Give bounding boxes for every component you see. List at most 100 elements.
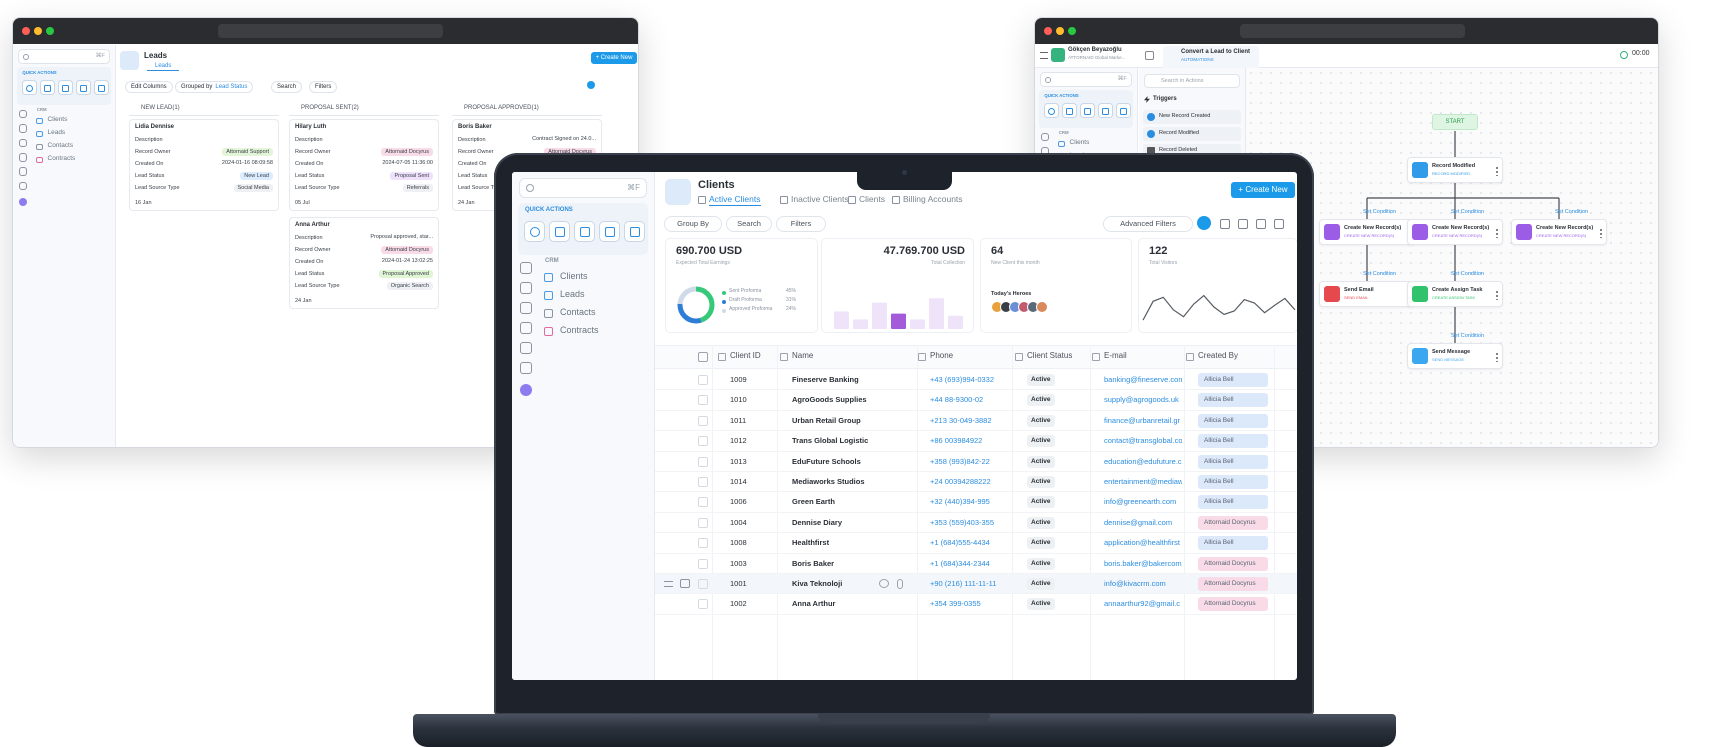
flow-node[interactable]: Create New Record(s) CREATE NEW RECORD(S) xyxy=(1511,219,1607,245)
nav-icon[interactable] xyxy=(520,322,532,334)
table-row[interactable] xyxy=(655,370,1297,391)
nav-icon[interactable] xyxy=(520,282,532,294)
node-menu[interactable] xyxy=(1496,290,1498,300)
home-icon[interactable] xyxy=(1145,51,1154,60)
toolbar-button[interactable]: Filters xyxy=(309,81,338,93)
row-checkbox[interactable] xyxy=(698,599,708,610)
quick-action-button[interactable] xyxy=(57,80,73,96)
row-checkbox[interactable] xyxy=(698,415,708,426)
quick-action-button[interactable] xyxy=(624,221,645,242)
node-menu[interactable] xyxy=(1496,352,1498,362)
nav-item[interactable]: Contracts xyxy=(560,325,599,335)
lead-card[interactable]: Lidia Dennise Description Record Owner Atto… xyxy=(129,119,279,211)
table-row[interactable] xyxy=(655,452,1297,472)
view-tab[interactable]: Billing Accounts xyxy=(903,194,963,204)
quick-action-button[interactable] xyxy=(1079,103,1095,119)
nav-item[interactable]: Clients xyxy=(47,116,68,124)
row-checkbox[interactable] xyxy=(698,456,708,467)
row-checkbox[interactable] xyxy=(698,436,708,447)
quick-action-button[interactable] xyxy=(524,221,545,242)
zoom-button[interactable] xyxy=(1068,27,1076,35)
nav-icon[interactable] xyxy=(18,109,28,119)
table-row[interactable] xyxy=(655,411,1297,432)
toolbar-button[interactable]: Group By xyxy=(664,216,722,232)
row-checkbox[interactable] xyxy=(698,497,708,508)
nav-icon[interactable] xyxy=(18,124,28,133)
toolbar-icon[interactable] xyxy=(1274,219,1284,229)
toolbar-icon[interactable] xyxy=(1256,219,1266,229)
create-button[interactable]: + Create New xyxy=(1231,182,1295,198)
view-tab[interactable]: Inactive Clients xyxy=(791,194,849,204)
quick-action-button[interactable] xyxy=(574,221,595,242)
nav-item[interactable]: Leads xyxy=(560,289,585,299)
nav-item[interactable]: Clients xyxy=(560,271,588,281)
view-tab[interactable]: Leads xyxy=(147,63,180,71)
nav-item[interactable]: Leads xyxy=(47,129,66,137)
toolbar-icon[interactable] xyxy=(1238,219,1248,229)
flow-node[interactable]: Create Assign Task CREATE ASSIGN TASK xyxy=(1407,281,1503,307)
search-box[interactable]: ⌘F xyxy=(18,49,111,64)
row-comment-icon[interactable] xyxy=(879,579,889,588)
nav-icon[interactable] xyxy=(18,153,28,162)
condition-label[interactable]: Set Condition xyxy=(1451,271,1485,277)
create-button[interactable]: + Create New xyxy=(591,52,637,64)
node-menu[interactable] xyxy=(1496,228,1498,238)
flow-node[interactable]: Send Message SEND MESSAGE xyxy=(1407,343,1503,369)
quick-action-button[interactable] xyxy=(1043,103,1059,119)
nav-icon[interactable] xyxy=(520,362,532,374)
table-row[interactable] xyxy=(655,431,1297,452)
view-tab[interactable]: Clients xyxy=(859,194,885,204)
column-header[interactable]: Client Status xyxy=(1027,351,1073,360)
row-checkbox[interactable] xyxy=(698,579,708,589)
nav-icon[interactable] xyxy=(520,302,532,314)
row-open-icon[interactable] xyxy=(680,579,690,588)
quick-action-button[interactable] xyxy=(599,221,620,242)
row-checkbox[interactable] xyxy=(698,558,708,569)
toolbar-button[interactable]: Filters xyxy=(776,216,826,232)
table-row[interactable] xyxy=(655,472,1297,493)
row-checkbox[interactable] xyxy=(698,517,708,528)
minimize-button[interactable] xyxy=(34,27,42,35)
add-app-button[interactable] xyxy=(520,384,532,396)
condition-label[interactable]: Set Condition xyxy=(1555,209,1589,215)
nav-icon[interactable] xyxy=(1040,132,1050,142)
nav-icon[interactable] xyxy=(18,167,28,177)
quick-action-button[interactable] xyxy=(75,80,91,96)
row-drag-handle[interactable] xyxy=(664,581,673,587)
table-row[interactable] xyxy=(655,513,1297,534)
view-tab[interactable]: Active Clients xyxy=(709,194,761,206)
flow-node[interactable]: Create New Record(s) CREATE NEW RECORD(S) xyxy=(1319,219,1415,245)
zoom-button[interactable] xyxy=(46,27,54,35)
toolbar-button[interactable]: Grouped by Lead Status xyxy=(175,81,254,93)
search-box[interactable]: ⌘F xyxy=(1040,72,1133,87)
node-menu[interactable] xyxy=(1496,166,1498,176)
close-button[interactable] xyxy=(22,27,30,35)
menu-icon[interactable] xyxy=(1040,52,1048,59)
address-bar[interactable] xyxy=(218,24,443,38)
quick-action-button[interactable] xyxy=(1061,103,1077,119)
minimize-button[interactable] xyxy=(1056,27,1064,35)
toolbar-button[interactable]: Advanced Filters xyxy=(1103,216,1193,232)
nav-item[interactable]: Contacts xyxy=(47,142,74,150)
quick-action-button[interactable] xyxy=(39,80,55,96)
lead-card[interactable]: Hilary Luth Description Record Owner Attorn… xyxy=(289,119,439,211)
node-menu[interactable] xyxy=(1600,228,1602,238)
column-header[interactable]: Phone xyxy=(930,351,954,360)
toolbar-button[interactable]: Search xyxy=(271,81,303,93)
trigger-item[interactable]: Record Modified xyxy=(1143,127,1241,141)
column-header[interactable]: Created By xyxy=(1198,351,1239,360)
condition-label[interactable]: Set Condition xyxy=(1451,333,1485,339)
table-row[interactable] xyxy=(655,574,1297,595)
address-bar[interactable] xyxy=(1240,24,1465,38)
column-header[interactable]: Client ID xyxy=(730,351,761,360)
flow-node[interactable]: Create New Record(s) CREATE NEW RECORD(S) xyxy=(1407,219,1503,245)
row-checkbox[interactable] xyxy=(698,538,708,549)
table-row[interactable] xyxy=(655,390,1297,411)
toolbar-icon[interactable] xyxy=(1220,219,1230,229)
close-button[interactable] xyxy=(1044,27,1052,35)
table-row[interactable] xyxy=(655,533,1297,554)
row-checkbox[interactable] xyxy=(698,395,708,406)
table-row[interactable] xyxy=(655,554,1297,574)
flow-node[interactable]: Send Email SEND EMAIL xyxy=(1319,281,1415,307)
nav-item[interactable]: Contracts xyxy=(47,155,76,163)
